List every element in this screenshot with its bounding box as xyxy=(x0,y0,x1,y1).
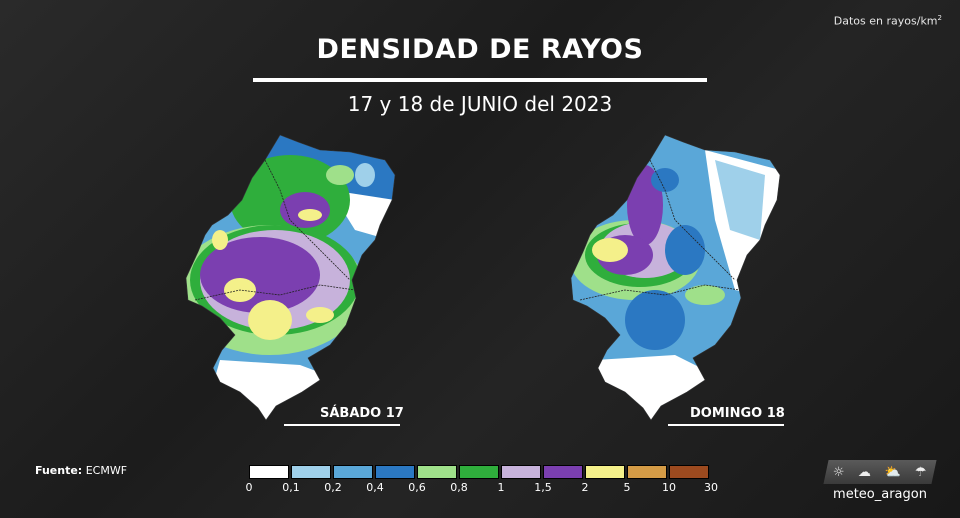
rain-cloud-icon: ☂ xyxy=(915,464,928,480)
legend-swatch xyxy=(501,465,541,479)
brand-name: meteo_aragon xyxy=(833,487,927,502)
legend-tick-label: 0,6 xyxy=(408,481,426,494)
legend-swatch xyxy=(249,465,289,479)
source-note: Fuente: ECMWF xyxy=(35,464,127,477)
legend-tick-label: 1,5 xyxy=(534,481,552,494)
legend-swatch xyxy=(417,465,457,479)
legend-tick-label: 0,8 xyxy=(450,481,468,494)
legend-tick-label: 0,2 xyxy=(324,481,342,494)
page-subtitle: 17 y 18 de JUNIO del 2023 xyxy=(347,92,613,116)
brand-icon-strip: ☼ ☁ ⛅ ☂ xyxy=(823,460,937,484)
map-label-underline-saturday xyxy=(284,424,400,426)
page-title: DENSIDAD DE RAYOS xyxy=(316,34,644,65)
legend-swatch xyxy=(375,465,415,479)
legend-tick-label: 0,4 xyxy=(366,481,384,494)
legend-tick-label: 10 xyxy=(662,481,676,494)
legend-swatch xyxy=(459,465,499,479)
legend-tick-label: 5 xyxy=(623,481,631,494)
source-label: Fuente: xyxy=(35,464,83,477)
legend-swatch xyxy=(543,465,583,479)
units-text: Datos en rayos/km xyxy=(833,14,938,28)
map-label-saturday: SÁBADO 17 xyxy=(320,406,404,421)
legend-swatch xyxy=(333,465,373,479)
legend-swatch xyxy=(291,465,331,479)
units-note: Datos en rayos/km2 xyxy=(834,14,942,28)
map-saturday xyxy=(185,134,396,421)
brand-logo: ☼ ☁ ⛅ ☂ meteo_aragon xyxy=(823,460,937,502)
units-superscript: 2 xyxy=(937,14,942,22)
legend-tick-label: 1 xyxy=(497,481,505,494)
title-underline xyxy=(253,78,707,82)
legend-tick-label: 0 xyxy=(245,481,253,494)
map-label-sunday: DOMINGO 18 xyxy=(690,406,785,421)
snow-cloud-icon: ☁ xyxy=(858,464,872,480)
legend-swatch xyxy=(585,465,625,479)
legend-tick-label: 30 xyxy=(704,481,718,494)
legend-swatch xyxy=(627,465,667,479)
legend-tick-label: 0,1 xyxy=(282,481,300,494)
sun-cloud-icon: ⛅ xyxy=(885,464,902,480)
sun-icon: ☼ xyxy=(832,464,845,480)
source-value: ECMWF xyxy=(85,464,128,477)
legend-tick-label: 2 xyxy=(581,481,589,494)
map-sunday xyxy=(570,134,781,421)
legend-swatch xyxy=(669,465,709,479)
map-label-underline-sunday xyxy=(668,424,784,426)
